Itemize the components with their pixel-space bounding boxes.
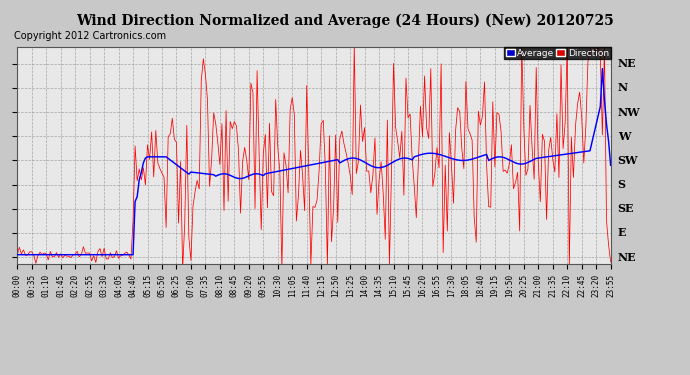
Text: Copyright 2012 Cartronics.com: Copyright 2012 Cartronics.com [14,32,166,41]
Text: SW: SW [618,155,638,166]
Text: W: W [618,131,630,142]
Text: S: S [618,179,626,190]
Text: N: N [618,82,628,93]
Text: NW: NW [618,106,640,118]
Text: NE: NE [618,58,636,69]
Legend: Average, Direction: Average, Direction [504,47,611,60]
Text: Wind Direction Normalized and Average (24 Hours) (New) 20120725: Wind Direction Normalized and Average (2… [76,13,614,27]
Text: E: E [618,228,626,238]
Text: NE: NE [618,252,636,262]
Text: SE: SE [618,203,634,214]
